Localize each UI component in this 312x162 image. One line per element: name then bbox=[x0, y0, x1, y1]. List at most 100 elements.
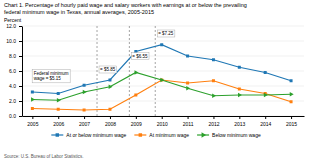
x-axis: 2005200620072008200920102011201220132014… bbox=[23, 116, 305, 127]
point bbox=[212, 58, 215, 61]
tick-label: 10.0 bbox=[6, 38, 16, 44]
tick-mark bbox=[213, 116, 214, 119]
tick-label: 12.0 bbox=[6, 23, 16, 29]
tick-label: 2007 bbox=[79, 121, 90, 127]
point bbox=[83, 109, 86, 112]
grid-line bbox=[22, 86, 304, 87]
tick-label: 0.0 bbox=[9, 113, 16, 119]
tick: 0.0 bbox=[9, 113, 22, 119]
legend-label: Below minimum wage bbox=[212, 132, 261, 138]
grid-line bbox=[22, 101, 304, 102]
tick-mark bbox=[19, 86, 22, 87]
point bbox=[108, 79, 111, 82]
reference-line bbox=[129, 26, 130, 116]
grid-line bbox=[22, 26, 304, 27]
point bbox=[135, 70, 139, 75]
tick: 2011 bbox=[183, 116, 194, 127]
grid bbox=[22, 26, 304, 116]
annotation-text: = $7.25 bbox=[158, 31, 174, 36]
title-line: Chart 1. Percentage of hourly paid wage … bbox=[4, 2, 247, 8]
tick-label: 2011 bbox=[183, 121, 194, 127]
axis-line bbox=[23, 116, 305, 117]
legend-marker bbox=[202, 132, 207, 137]
tick-mark bbox=[291, 116, 292, 119]
legend: At or below minimum wage At minimum wage B… bbox=[51, 132, 261, 138]
y-axis-title: Percent bbox=[4, 17, 22, 23]
annotation-line: = $7.25 bbox=[158, 31, 174, 36]
point bbox=[264, 93, 268, 98]
legend-label: At or below minimum wage bbox=[66, 132, 126, 138]
tick: 2009 bbox=[131, 116, 142, 127]
legend-marker bbox=[139, 133, 142, 136]
tick-mark bbox=[19, 41, 22, 42]
marks bbox=[31, 26, 294, 116]
tick-mark bbox=[58, 116, 59, 119]
tick: 4.0 bbox=[9, 83, 22, 89]
tick-mark bbox=[162, 116, 163, 119]
point bbox=[290, 79, 293, 82]
legend-item: At or below minimum wage bbox=[51, 132, 126, 138]
tick-mark bbox=[188, 116, 189, 119]
point bbox=[186, 86, 190, 91]
tick-mark bbox=[19, 26, 22, 27]
point bbox=[212, 93, 216, 98]
legend-marker bbox=[56, 133, 59, 136]
point bbox=[109, 84, 113, 89]
point bbox=[290, 92, 294, 97]
title-line: federal minimum wage in Texas, annual av… bbox=[4, 9, 154, 15]
tick: 2015 bbox=[286, 116, 297, 127]
tick-mark bbox=[32, 116, 33, 119]
point bbox=[31, 91, 34, 94]
tick: 2005 bbox=[27, 116, 38, 127]
tick: 2.0 bbox=[9, 98, 22, 104]
annotation: = $6.55 bbox=[131, 53, 149, 60]
point bbox=[31, 97, 35, 102]
legend-label: At minimum wage bbox=[149, 132, 189, 138]
tick-mark bbox=[19, 116, 22, 117]
series-line bbox=[32, 73, 291, 101]
tick-mark bbox=[265, 116, 266, 119]
point bbox=[290, 100, 293, 103]
tick: 2008 bbox=[105, 116, 116, 127]
grid-line bbox=[22, 116, 304, 117]
tick: 2013 bbox=[234, 116, 245, 127]
tick-label: 2013 bbox=[234, 121, 245, 127]
annotation-line: = $5.85 bbox=[100, 67, 116, 72]
point bbox=[31, 107, 34, 110]
tick-label: 2015 bbox=[286, 121, 297, 127]
title: Chart 1. Percentage of hourly paid wage … bbox=[4, 2, 247, 15]
annotation-text: Federal minimumwage = $5.15 bbox=[34, 71, 69, 81]
point bbox=[83, 84, 86, 87]
annotations: = $5.85 = $6.55 = $7.25 Federal minimumwage… bbox=[32, 30, 175, 83]
point bbox=[212, 79, 215, 82]
y-axis: 0.02.04.06.08.010.012.0 bbox=[6, 23, 22, 119]
plot: 0.02.04.06.08.010.012.020052006200720082… bbox=[6, 23, 304, 126]
source: Source: U.S. Bureau of Labor Statistics. bbox=[4, 154, 84, 159]
legend-item: At minimum wage bbox=[134, 132, 189, 138]
series-line bbox=[32, 45, 291, 94]
tick: 2010 bbox=[157, 116, 168, 127]
legend-item: Below minimum wage bbox=[197, 132, 261, 138]
reference-line bbox=[97, 26, 98, 116]
point bbox=[57, 108, 60, 111]
tick-label: 2009 bbox=[131, 121, 142, 127]
point bbox=[160, 43, 163, 46]
tick-mark bbox=[19, 56, 22, 57]
annotation-box bbox=[157, 30, 175, 37]
point bbox=[57, 98, 61, 103]
point bbox=[108, 108, 111, 111]
point bbox=[238, 88, 241, 91]
point bbox=[264, 71, 267, 74]
tick-label: 6.0 bbox=[9, 68, 16, 74]
tick: 2014 bbox=[260, 116, 271, 127]
tick-label: 2008 bbox=[105, 121, 116, 127]
point bbox=[160, 78, 164, 83]
tick-mark bbox=[110, 116, 111, 119]
tick: 12.0 bbox=[6, 23, 22, 29]
annotation: = $5.85 bbox=[99, 66, 117, 73]
reference-line bbox=[155, 26, 156, 116]
tick-label: 2014 bbox=[260, 121, 271, 127]
annotation: Federal minimumwage = $5.15 bbox=[32, 70, 70, 83]
tick-label: 2.0 bbox=[9, 98, 16, 104]
tick-label: 4.0 bbox=[9, 83, 16, 89]
